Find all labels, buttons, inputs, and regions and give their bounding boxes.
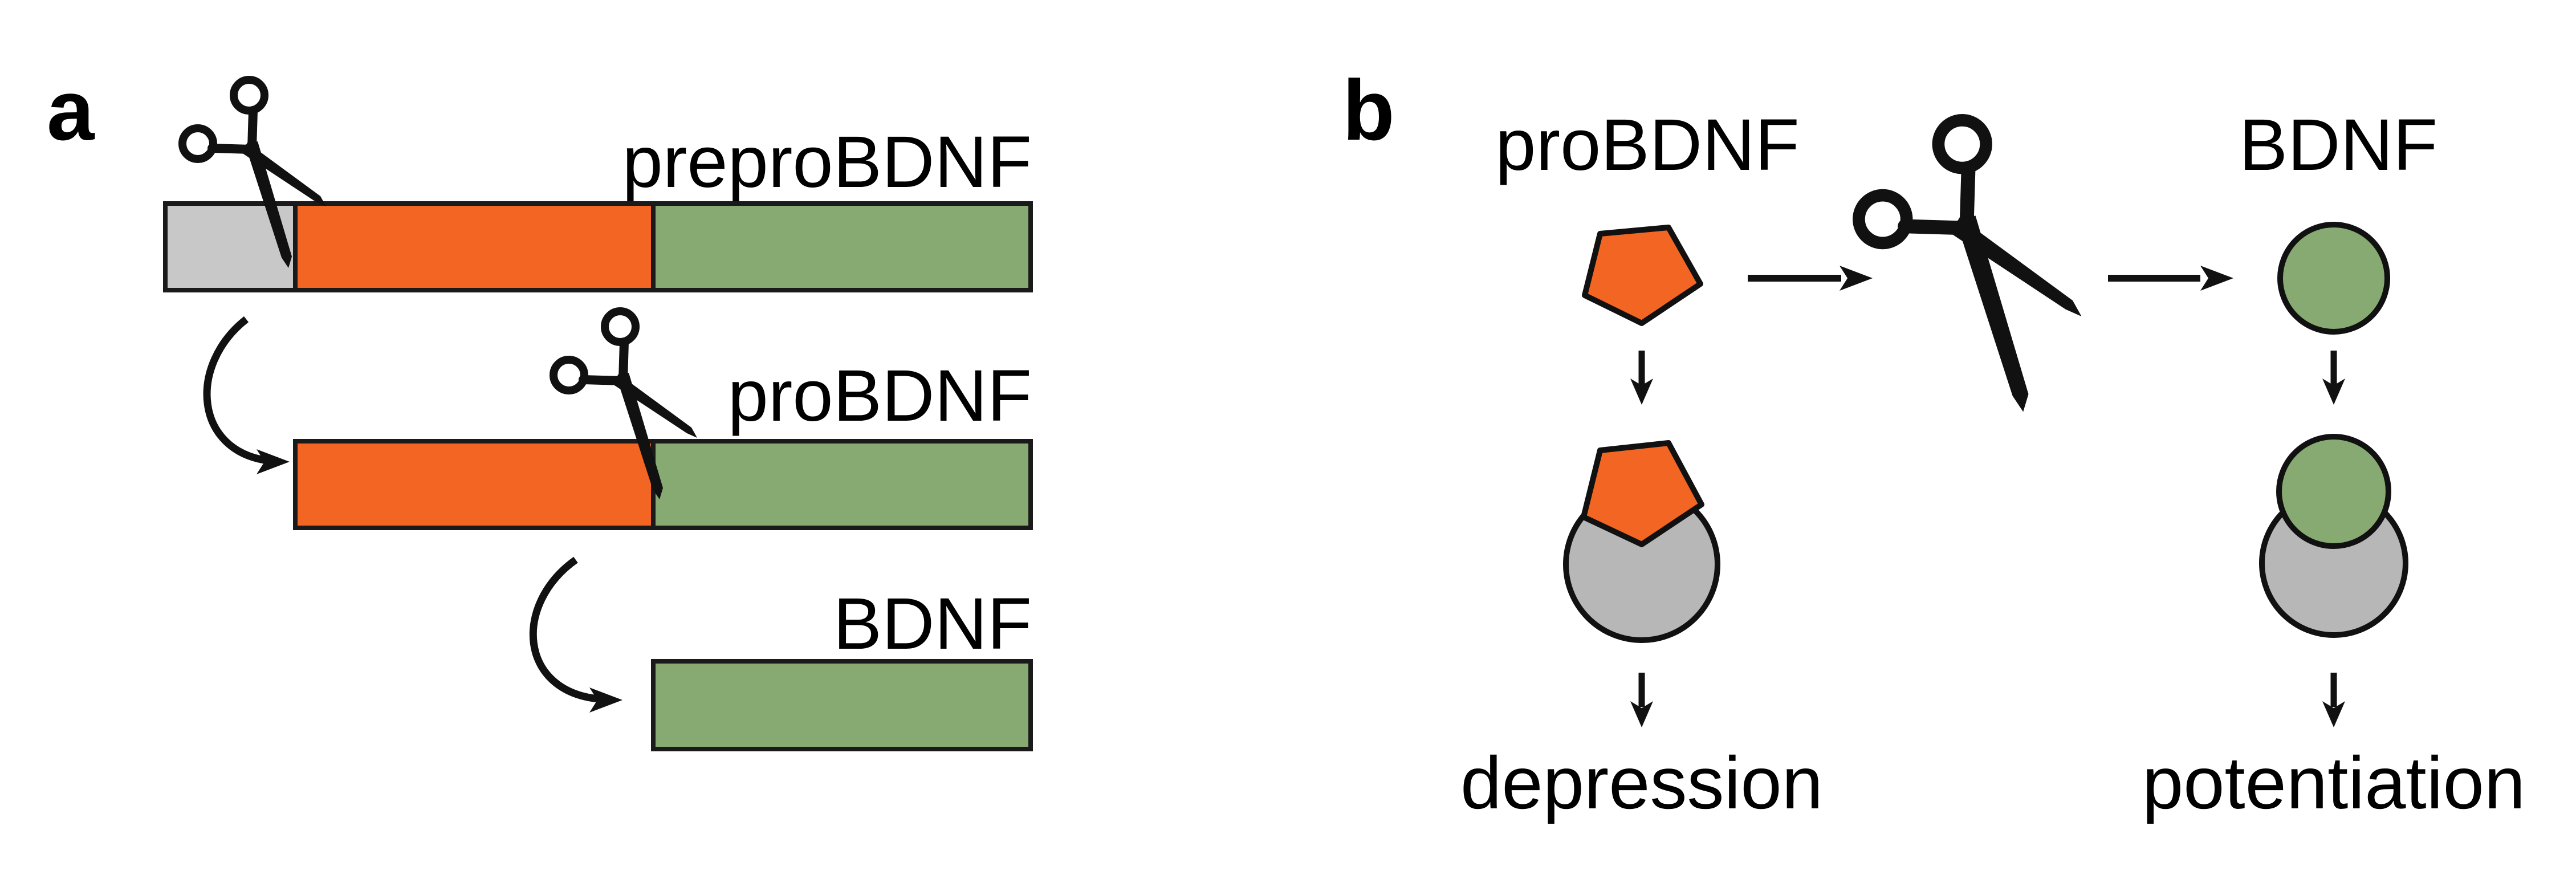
- label-preprobdnf: preproBDNF: [622, 121, 1032, 203]
- bdnf-circle-shape: [2276, 434, 2391, 549]
- bdnf-circle-shape: [2277, 222, 2390, 335]
- curved-arrow-icon: [529, 556, 622, 713]
- arrow-icon: [1630, 673, 1653, 727]
- label-probdnf-b: proBDNF: [1495, 104, 1799, 186]
- label-probdnf-a: proBDNF: [728, 355, 1032, 437]
- bdnf-receptor-complex: [2259, 434, 2408, 638]
- arrow-icon: [2322, 673, 2345, 727]
- probdnf-bar: [293, 439, 1033, 530]
- panel-b: b proBDNF BDNF: [1342, 62, 2525, 824]
- bdnf-bar: [651, 659, 1033, 751]
- prodomain-segment: [293, 201, 656, 292]
- curved-arrow-icon: [203, 316, 290, 474]
- scissors-icon: [1859, 120, 2082, 412]
- label-bdnf-a: BDNF: [833, 583, 1032, 665]
- prodomain-segment: [293, 439, 656, 530]
- label-depression: depression: [1460, 741, 1823, 824]
- panel-a: a preproBDNF proBDNF BDNF: [47, 62, 1033, 751]
- mature-domain-segment: [651, 201, 1033, 292]
- probdnf-receptor-complex: [1563, 440, 1720, 643]
- arrow-icon: [1630, 351, 1653, 405]
- mature-domain-segment: [651, 439, 1033, 530]
- probdnf-pentagon-shape: [1581, 440, 1704, 547]
- probdnf-pentagon-shape: [1582, 225, 1703, 326]
- arrow-icon: [1748, 266, 1873, 291]
- preprobdnf-bar: [163, 201, 1033, 292]
- panel-a-letter: a: [47, 62, 95, 158]
- label-potentiation: potentiation: [2142, 741, 2525, 824]
- arrow-icon: [2322, 351, 2345, 405]
- label-bdnf-b: BDNF: [2239, 104, 2437, 186]
- arrow-icon: [2108, 266, 2233, 291]
- panel-b-letter: b: [1342, 62, 1395, 158]
